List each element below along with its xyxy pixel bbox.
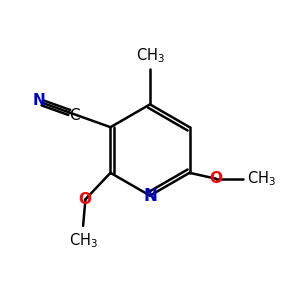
Text: O: O <box>209 171 223 186</box>
Text: N: N <box>33 93 45 108</box>
Text: CH$_3$: CH$_3$ <box>247 169 276 188</box>
Text: N: N <box>143 187 157 205</box>
Text: CH$_3$: CH$_3$ <box>69 231 98 250</box>
Text: C: C <box>69 108 80 123</box>
Text: O: O <box>78 192 91 207</box>
Text: CH$_3$: CH$_3$ <box>136 46 164 64</box>
